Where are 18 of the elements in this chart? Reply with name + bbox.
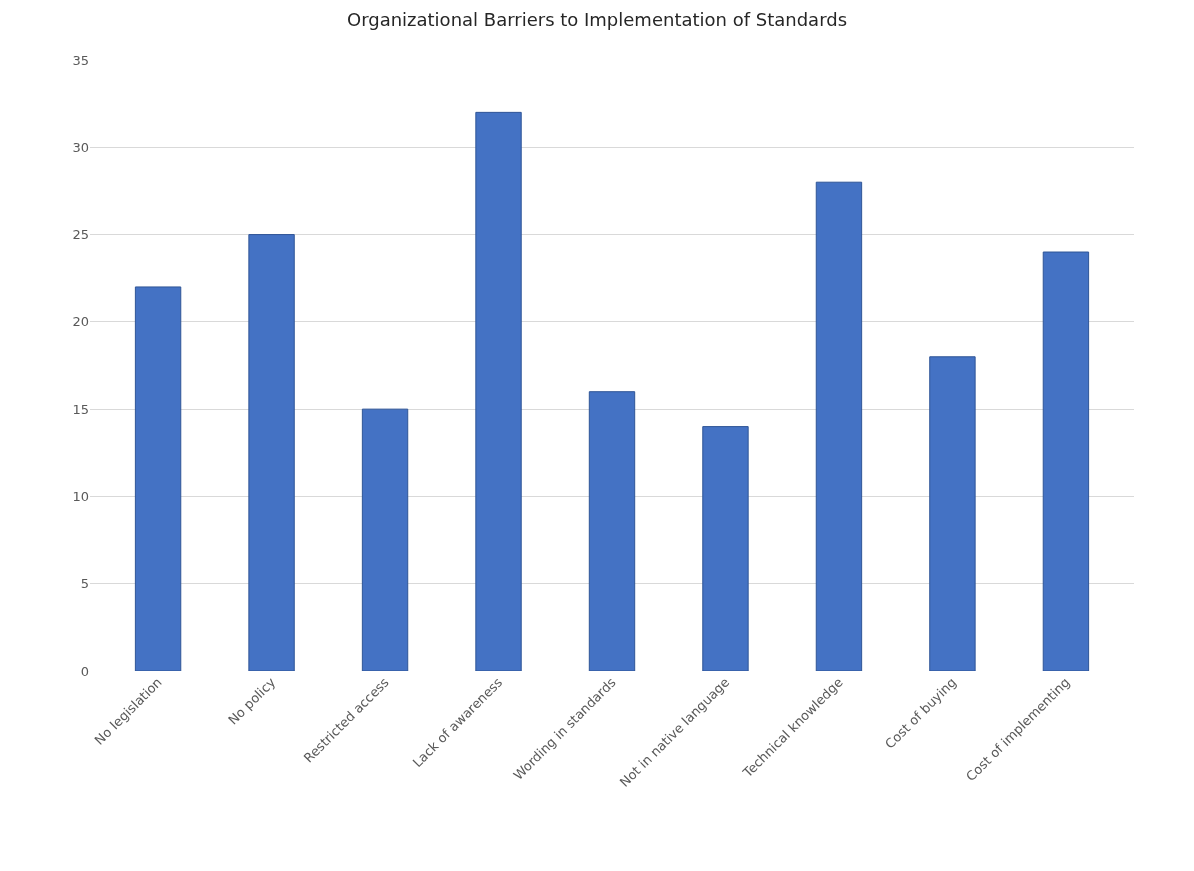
bar bbox=[475, 111, 522, 671]
bar bbox=[248, 234, 295, 671]
bar bbox=[361, 408, 409, 671]
y-tick-label: 25 bbox=[72, 227, 89, 243]
bar bbox=[929, 356, 976, 671]
y-tick-label: 5 bbox=[80, 576, 89, 592]
bar bbox=[815, 181, 863, 671]
y-tick-label: 30 bbox=[72, 139, 89, 155]
chart-title: Organizational Barriers to Implementation of Standards bbox=[346, 8, 848, 30]
y-tick-label: 0 bbox=[80, 663, 89, 679]
y-tick-label: 10 bbox=[72, 488, 89, 504]
y-tick-label: 35 bbox=[72, 52, 89, 68]
bar bbox=[588, 391, 636, 671]
bar bbox=[1042, 251, 1090, 671]
bar bbox=[134, 286, 182, 671]
bar bbox=[702, 426, 749, 671]
y-tick-label: 15 bbox=[72, 401, 89, 417]
y-tick-label: 20 bbox=[72, 314, 89, 330]
